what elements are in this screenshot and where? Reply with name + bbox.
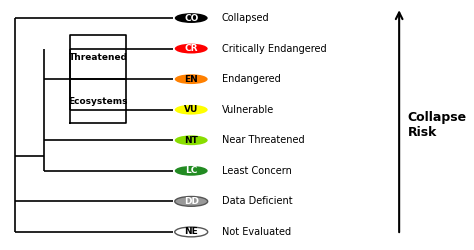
Text: NE: NE [184, 228, 198, 236]
Text: Critically Endangered: Critically Endangered [221, 44, 326, 54]
Ellipse shape [175, 105, 208, 115]
Text: CR: CR [184, 44, 198, 53]
Text: Collapsed: Collapsed [221, 13, 269, 23]
Text: Ecosystems: Ecosystems [68, 97, 128, 106]
Text: Threatened: Threatened [69, 52, 128, 62]
Ellipse shape [175, 196, 208, 206]
Text: EN: EN [184, 75, 198, 84]
Text: Endangered: Endangered [221, 74, 280, 84]
Text: Vulnerable: Vulnerable [221, 105, 274, 115]
Text: Data Deficient: Data Deficient [221, 196, 292, 206]
Ellipse shape [175, 13, 208, 23]
Text: Least Concern: Least Concern [221, 166, 292, 176]
Ellipse shape [175, 44, 208, 54]
Text: NT: NT [184, 136, 198, 145]
Text: Not Evaluated: Not Evaluated [221, 227, 291, 237]
Text: VU: VU [184, 105, 199, 114]
Text: LC: LC [185, 166, 197, 175]
Ellipse shape [175, 166, 208, 176]
Text: Collapse
Risk: Collapse Risk [408, 111, 467, 139]
Text: DD: DD [184, 197, 199, 206]
Text: CO: CO [184, 14, 199, 22]
Ellipse shape [175, 74, 208, 84]
Ellipse shape [175, 227, 208, 237]
Ellipse shape [175, 136, 208, 145]
Text: Near Threatened: Near Threatened [221, 135, 304, 145]
